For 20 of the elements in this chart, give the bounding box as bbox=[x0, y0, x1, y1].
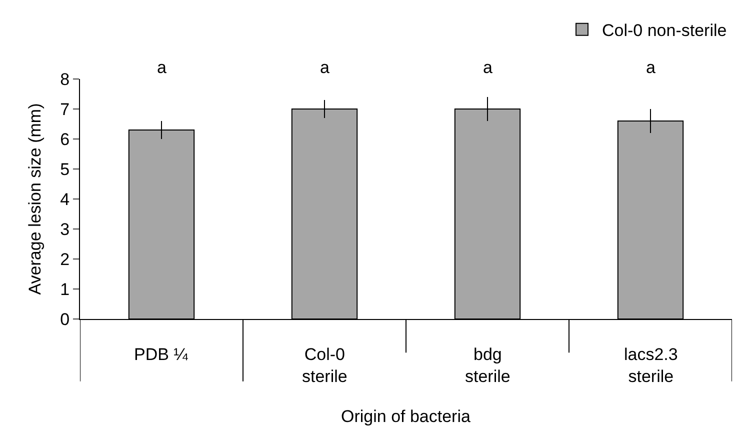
y-tick-label: 5 bbox=[60, 160, 70, 179]
text: a bbox=[646, 58, 656, 77]
y-tick-label: 3 bbox=[60, 220, 70, 239]
text: a bbox=[483, 58, 493, 77]
x-tick-label: PDB ¼ bbox=[134, 345, 189, 364]
x-tick-label: bdg sterile bbox=[465, 345, 510, 386]
legend-label: Col-0 non-sterile bbox=[602, 20, 727, 40]
y-tick-label: 2 bbox=[60, 250, 70, 269]
text: a bbox=[320, 58, 330, 77]
y-tick-label: 6 bbox=[60, 130, 70, 149]
x-tick-label: Col-0 sterile bbox=[302, 345, 348, 386]
y-tick-label: 0 bbox=[60, 310, 70, 329]
y-tick-label: 4 bbox=[60, 190, 70, 209]
y-tick-label: 8 bbox=[60, 70, 70, 89]
x-axis-title: Origin of bacteria bbox=[341, 407, 471, 426]
text: a bbox=[157, 58, 167, 77]
y-tick-label: 7 bbox=[60, 100, 70, 119]
x-tick-label: lacs2.3 sterile bbox=[624, 345, 678, 386]
y-tick-label: 1 bbox=[60, 280, 70, 299]
y-axis-title: Average lesion size (mm) bbox=[26, 103, 45, 295]
